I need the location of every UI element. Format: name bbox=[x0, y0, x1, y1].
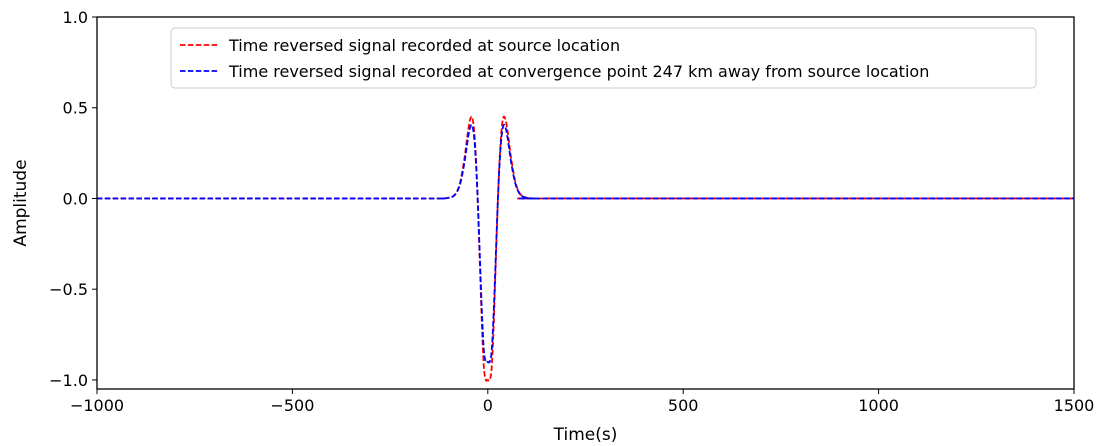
series-line-0 bbox=[97, 115, 1074, 382]
series-layer bbox=[97, 115, 1074, 382]
x-tick-label: 1000 bbox=[858, 396, 899, 415]
y-axis-label: Amplitude bbox=[11, 159, 31, 246]
legend-label-1: Time reversed signal recorded at converg… bbox=[228, 62, 929, 81]
y-tick-label: −1.0 bbox=[49, 371, 88, 390]
series-line-1 bbox=[97, 123, 1074, 364]
x-tick-label: −500 bbox=[270, 396, 314, 415]
y-tick-label: 1.0 bbox=[63, 8, 88, 27]
x-tick-label: −1000 bbox=[70, 396, 124, 415]
ticks-layer: −1000 −500 0 500 1000 1500 −1.0 −0.5 0.0 0.5 1.0 bbox=[49, 8, 1094, 415]
x-axis-label: Time(s) bbox=[553, 425, 618, 445]
legend-box bbox=[170, 27, 1037, 89]
x-tick-label: 1500 bbox=[1054, 396, 1095, 415]
x-tick-label: 0 bbox=[483, 396, 493, 415]
plot-frame bbox=[96, 16, 1075, 390]
y-tick-label: −0.5 bbox=[49, 280, 88, 299]
legend-label-0: Time reversed signal recorded at source … bbox=[228, 36, 620, 55]
x-tick-label: 500 bbox=[668, 396, 699, 415]
y-tick-label: 0.5 bbox=[63, 99, 88, 118]
legend: Time reversed signal recorded at source … bbox=[170, 27, 1037, 89]
y-tick-label: 0.0 bbox=[63, 189, 88, 208]
